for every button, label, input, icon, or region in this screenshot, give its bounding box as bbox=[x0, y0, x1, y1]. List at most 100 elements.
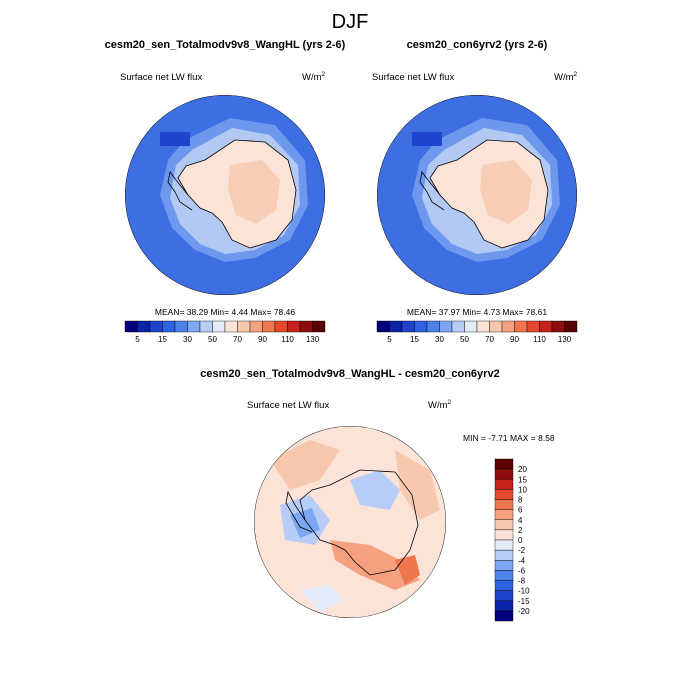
panel-2-colorbar-tick-label: 70 bbox=[485, 335, 494, 344]
panel-1-stats: MEAN= 38.29 Min= 4.44 Max= 78.46 bbox=[155, 307, 295, 317]
panel-3-colorbar-tick-label: -10 bbox=[518, 587, 530, 596]
panel-3-positive-patch bbox=[270, 440, 340, 490]
panel-3-colorbar-swatch bbox=[494, 610, 514, 622]
panel-3-colorbar-tick-label: -20 bbox=[518, 607, 530, 616]
panel-2-colorbar-swatch bbox=[526, 320, 540, 333]
panel-3-colorbar-swatch bbox=[494, 570, 514, 581]
panel-1-colorbar-swatch bbox=[174, 320, 188, 333]
panel-1-colorbar-tick-label: 30 bbox=[183, 335, 192, 344]
panel-2-colorbar-swatch bbox=[451, 320, 465, 333]
panel-2-colorbar-swatch bbox=[389, 320, 403, 333]
panel-1-map bbox=[125, 95, 325, 295]
panel-1-colorbar-swatch bbox=[212, 320, 226, 333]
panel-1-colorbar-tick-label: 90 bbox=[258, 335, 267, 344]
panel-2-colorbar-swatch bbox=[514, 320, 528, 333]
panel-3-positive-core bbox=[395, 555, 420, 585]
panel-1-colorbar-swatch bbox=[274, 320, 288, 333]
panel-3-negative-patch bbox=[300, 585, 345, 612]
panel-3: cesm20_sen_Totalmodv9v8_WangHL - cesm20_… bbox=[200, 368, 555, 622]
panel-1-colorbar-swatch bbox=[137, 320, 151, 333]
panel-2-peninsula bbox=[419, 171, 445, 211]
panel-3-colorbar-swatch bbox=[494, 489, 514, 500]
panel-3-colorbar-swatch bbox=[494, 600, 514, 612]
panel-3-colorbar-swatch bbox=[494, 458, 514, 470]
panel-1-colorbar-swatch bbox=[162, 320, 176, 333]
panel-2-colorbar-swatch bbox=[426, 320, 440, 333]
panel-3-stats: MIN = -7.71 MAX = 8.58 bbox=[463, 433, 555, 443]
panel-3-colorbar-swatch bbox=[494, 539, 514, 551]
panel-3-colorbar-tick-label: -4 bbox=[518, 556, 526, 565]
panel-2-colorbar-tick-label: 50 bbox=[460, 335, 469, 344]
panel-2-variable-label: Surface net LW flux bbox=[372, 72, 454, 83]
panel-3-colorbar-tick-label: 20 bbox=[518, 465, 527, 474]
panel-2-interior-high bbox=[480, 160, 532, 224]
panel-1-colorbar: 5 15 30 50 70 90 110 130 bbox=[124, 320, 326, 344]
panel-2-colorbar-swatch bbox=[401, 320, 415, 333]
panel-1-variable-label: Surface net LW flux bbox=[120, 72, 202, 83]
panel-1-colorbar-tick-label: 70 bbox=[233, 335, 242, 344]
panel-1-colorbar-tick-label: 15 bbox=[158, 335, 167, 344]
panel-2-colorbar-tick-label: 5 bbox=[387, 335, 392, 344]
panel-3-colorbar-swatch bbox=[494, 590, 514, 601]
panel-3-colorbar-tick-label: 6 bbox=[518, 506, 523, 515]
panel-1-peninsula bbox=[167, 171, 193, 211]
panel-3-colorbar-tick-label: -15 bbox=[518, 597, 530, 606]
panel-3-colorbar-swatch bbox=[494, 509, 514, 520]
panel-1-colorbar-tick-label: 130 bbox=[306, 335, 320, 344]
panel-2-colorbar-tick-label: 90 bbox=[510, 335, 519, 344]
panel-2-title: cesm20_con6yrv2 (yrs 2-6) bbox=[407, 39, 548, 51]
panel-2-colorbar-swatch bbox=[464, 320, 478, 333]
panel-3-positive-patch bbox=[395, 450, 440, 520]
panel-1-colorbar-swatch bbox=[299, 320, 313, 333]
panel-2-colorbar-swatch bbox=[501, 320, 515, 333]
panel-3-map bbox=[254, 426, 446, 618]
panel-2-colorbar-tick-label: 30 bbox=[435, 335, 444, 344]
panel-3-colorbar-swatch bbox=[494, 479, 514, 490]
panel-3-colorbar-swatch bbox=[494, 519, 514, 531]
panel-2-map bbox=[377, 95, 577, 295]
panel-3-colorbar-tick-label: 15 bbox=[518, 475, 527, 484]
panel-3-colorbar-swatch bbox=[494, 499, 514, 510]
panel-2-colorbar-tick-label: 130 bbox=[558, 335, 572, 344]
panel-2-colorbar-swatch bbox=[376, 320, 390, 333]
panel-1-colorbar-tick-label: 50 bbox=[208, 335, 217, 344]
panel-1-colorbar-swatch bbox=[149, 320, 163, 333]
main-title: DJF bbox=[332, 11, 369, 33]
panel-3-colorbar-tick-label: -2 bbox=[518, 546, 526, 555]
panel-1-colorbar-swatch bbox=[187, 320, 201, 333]
panel-2-colorbar-swatch bbox=[439, 320, 453, 333]
panel-2: cesm20_con6yrv2 (yrs 2-6) Surface net LW… bbox=[372, 39, 578, 344]
panel-1-colorbar-swatch bbox=[224, 320, 238, 333]
panel-2-colorbar-tick-label: 15 bbox=[410, 335, 419, 344]
panel-3-colorbar-tick-label: -6 bbox=[518, 566, 526, 575]
panel-1-interior-high bbox=[228, 160, 280, 224]
panel-1-units: W/m2 bbox=[302, 71, 326, 83]
panel-1-colorbar-tick-label: 5 bbox=[135, 335, 140, 344]
panel-3-colorbar-swatch bbox=[494, 560, 514, 571]
panel-1-colorbar-swatch bbox=[287, 320, 301, 333]
panel-2-colorbar-swatch bbox=[489, 320, 503, 333]
panel-3-title: cesm20_sen_Totalmodv9v8_WangHL - cesm20_… bbox=[200, 368, 499, 380]
panel-3-colorbar-tick-label: 10 bbox=[518, 485, 527, 494]
panel-1-low-patch bbox=[160, 132, 190, 146]
panel-1-title: cesm20_sen_Totalmodv9v8_WangHL (yrs 2-6) bbox=[105, 39, 346, 51]
panel-3-colorbar-tick-label: 0 bbox=[518, 536, 523, 545]
panel-1: cesm20_sen_Totalmodv9v8_WangHL (yrs 2-6)… bbox=[105, 39, 346, 344]
panel-2-units: W/m2 bbox=[554, 71, 578, 83]
panel-1-colorbar-swatch bbox=[199, 320, 213, 333]
panel-2-colorbar: 5 15 30 50 70 90 110 130 bbox=[376, 320, 578, 344]
panel-1-colorbar-swatch bbox=[312, 320, 326, 333]
panel-2-colorbar-swatch bbox=[414, 320, 428, 333]
panel-3-colorbar-swatch bbox=[494, 580, 514, 591]
panel-3-colorbar-swatch bbox=[494, 549, 514, 561]
panel-3-positive-band bbox=[330, 540, 420, 590]
panel-3-variable-label: Surface net LW flux bbox=[247, 400, 329, 411]
panel-3-colorbar-swatch bbox=[494, 468, 514, 480]
panel-1-colorbar-swatch bbox=[262, 320, 276, 333]
panel-3-negative-patch bbox=[350, 470, 400, 510]
panel-3-colorbar-tick-label: 8 bbox=[518, 496, 523, 505]
panel-1-colorbar-swatch bbox=[124, 320, 138, 333]
panel-2-colorbar-swatch bbox=[551, 320, 565, 333]
